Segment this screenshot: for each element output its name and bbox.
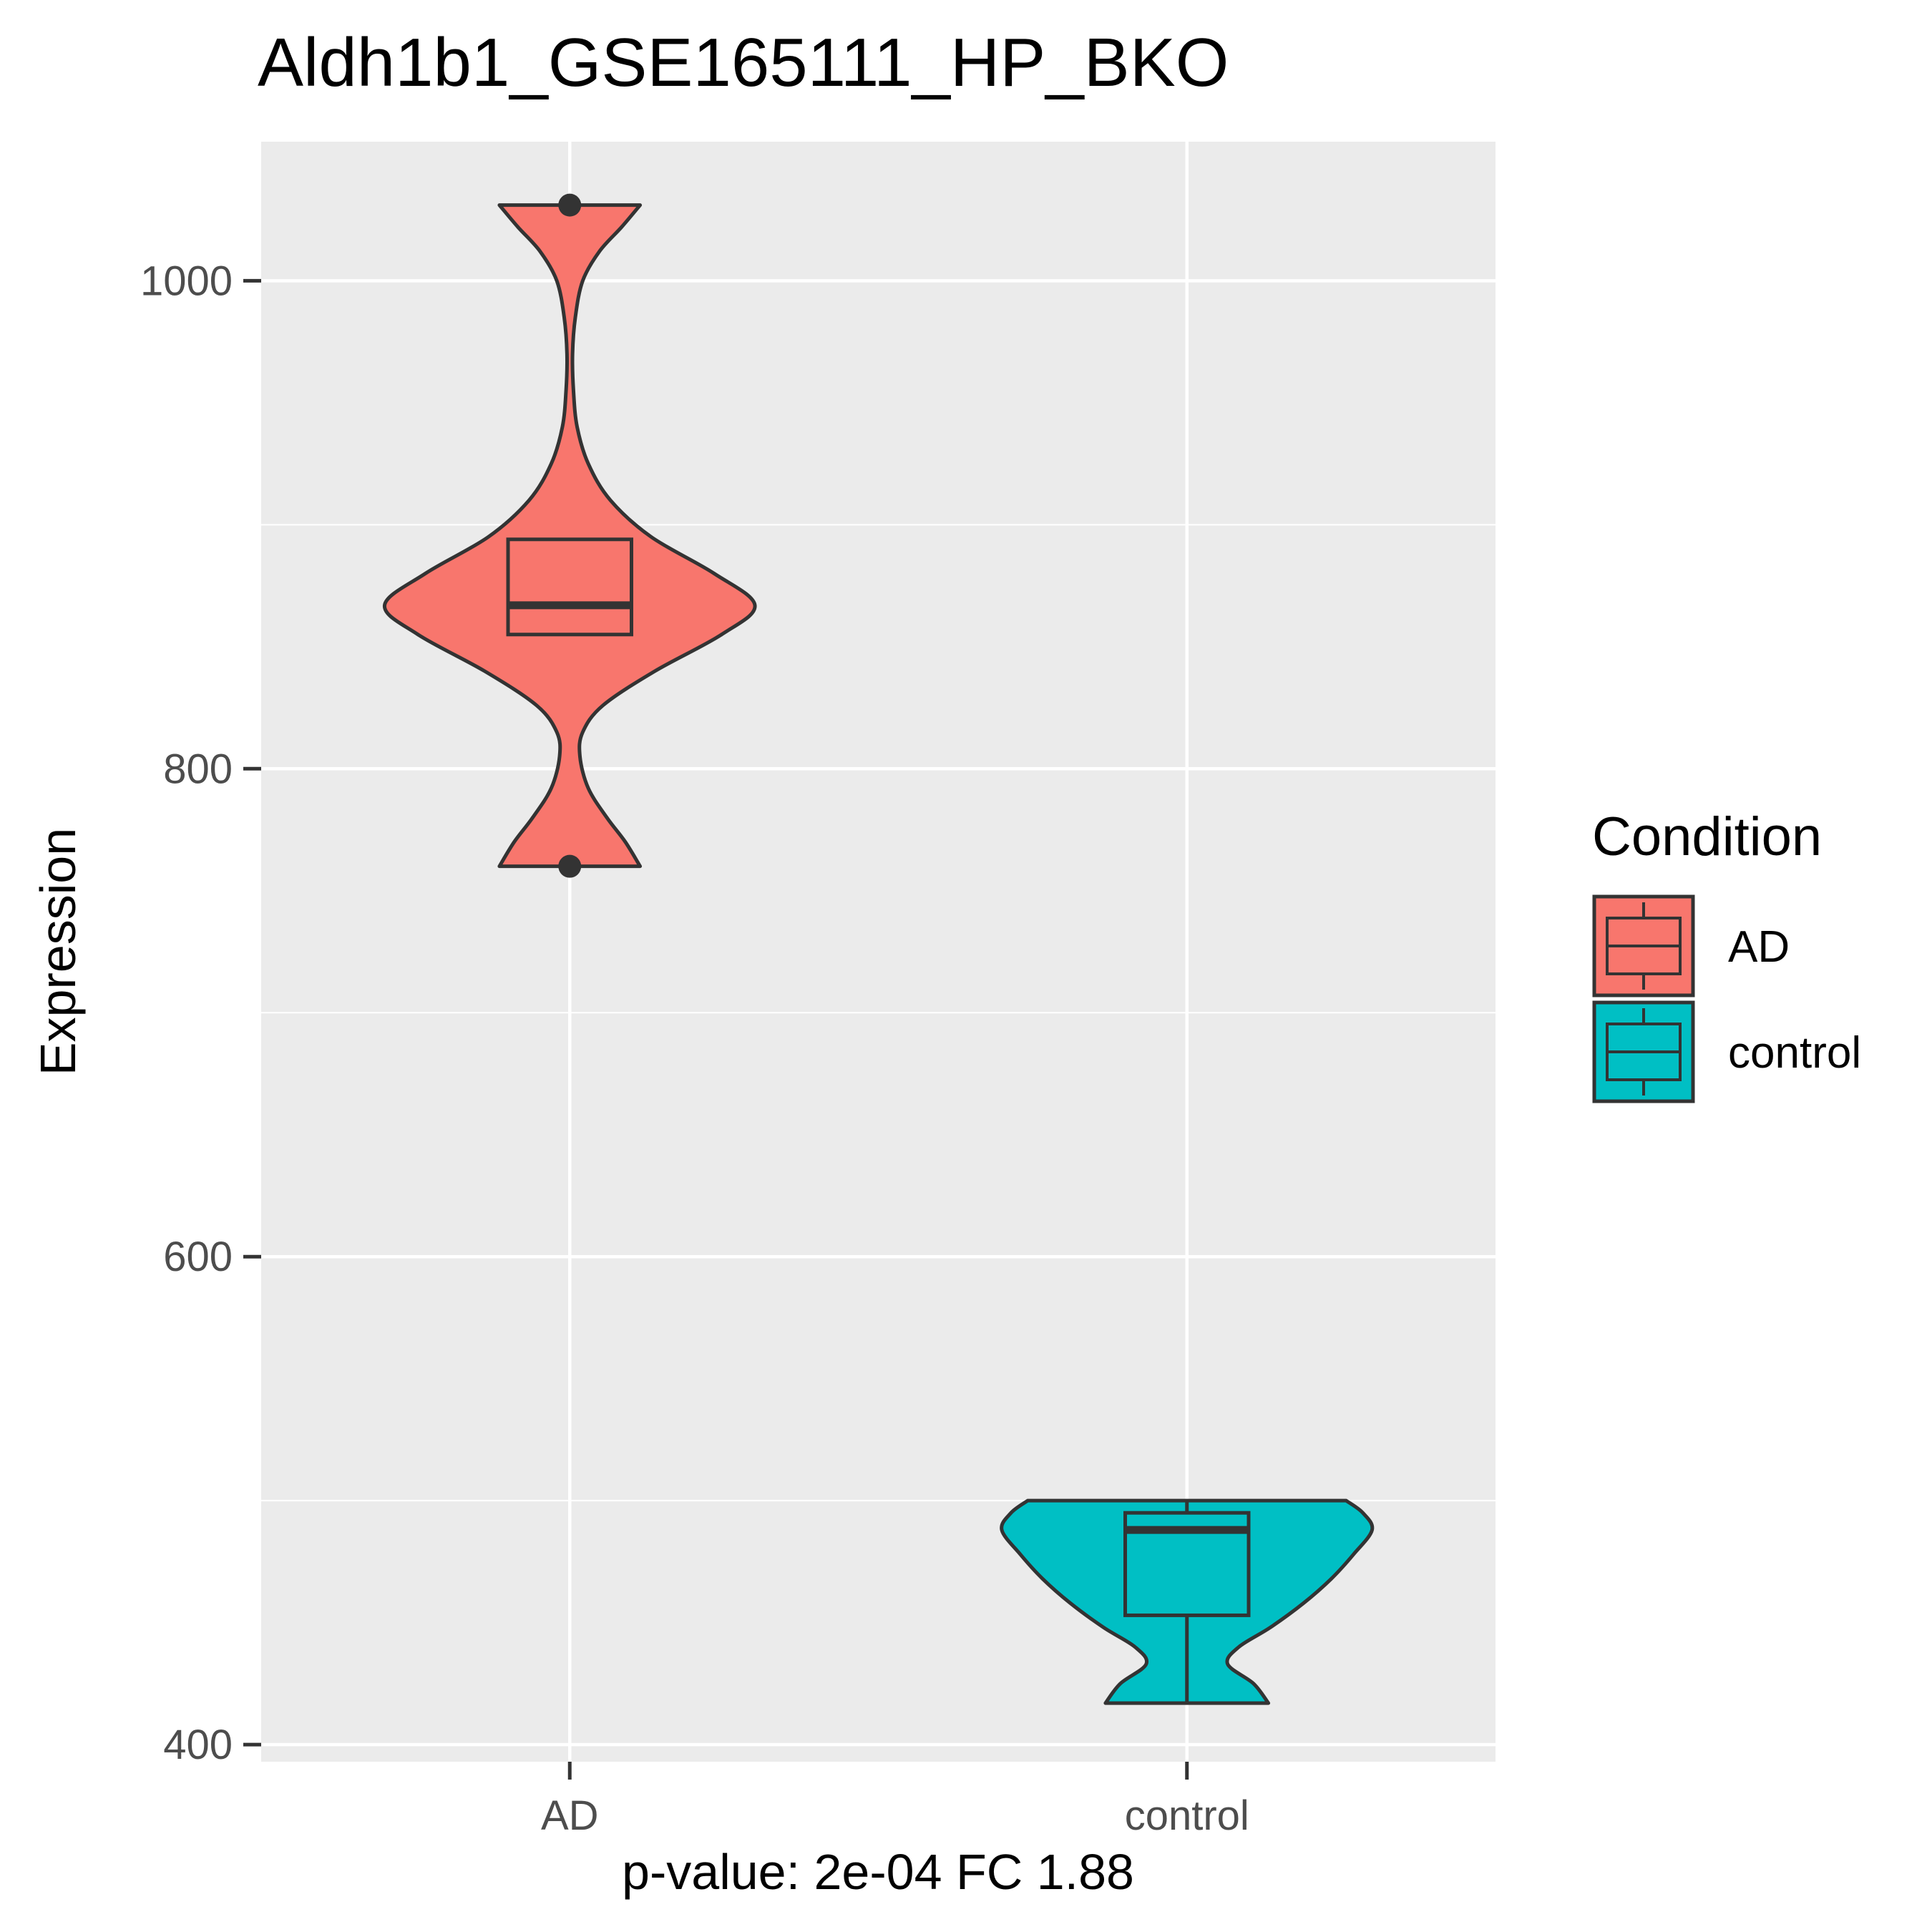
- legend-label-control: control: [1728, 1028, 1861, 1078]
- x-axis: AD control: [541, 1762, 1249, 1839]
- y-tick-label: 600: [163, 1234, 233, 1280]
- x-tick-label: AD: [541, 1792, 599, 1839]
- legend: Condition AD control: [1592, 806, 1861, 1103]
- x-tick-label: control: [1125, 1792, 1249, 1839]
- chart-title: Aldh1b1_GSE165111_HP_BKO: [258, 24, 1229, 101]
- x-axis-title: p-value: 2e-04 FC 1.88: [622, 1844, 1134, 1900]
- boxplots: [506, 193, 1251, 1704]
- box-AD: [506, 537, 633, 637]
- y-axis-title: Expression: [30, 828, 86, 1075]
- legend-label-AD: AD: [1728, 922, 1790, 972]
- y-axis: 400 600 800 1000: [140, 258, 261, 1768]
- plot-panel: [261, 142, 1496, 1762]
- outlier-point-AD: [558, 193, 582, 217]
- outlier-point-AD: [558, 854, 582, 878]
- y-tick-label: 1000: [140, 258, 233, 304]
- y-tick-label: 800: [163, 746, 233, 792]
- y-tick-label: 400: [163, 1722, 233, 1768]
- legend-title: Condition: [1592, 806, 1822, 867]
